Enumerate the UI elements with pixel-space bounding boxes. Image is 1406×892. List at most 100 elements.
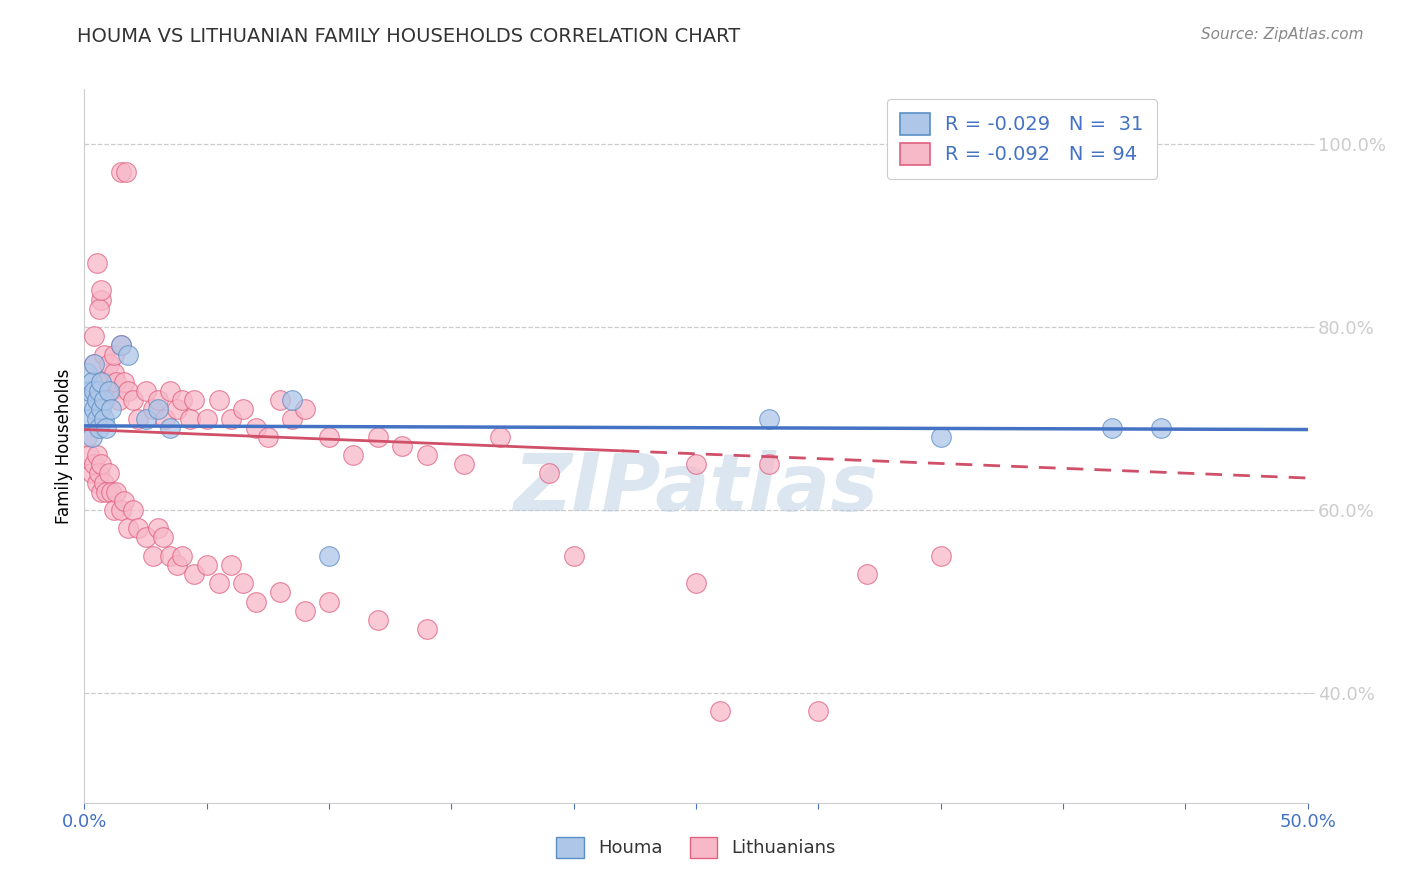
- Legend: Houma, Lithuanians: Houma, Lithuanians: [550, 830, 842, 865]
- Point: [245, 594, 267, 608]
- Point: [152, 531, 174, 545]
- Point: [80, 375, 103, 389]
- Point: [112, 375, 135, 389]
- Point: [142, 549, 165, 563]
- Point: [90, 284, 112, 298]
- Point: [76, 430, 98, 444]
- Point: [166, 402, 188, 417]
- Point: [86, 256, 108, 270]
- Point: [453, 458, 475, 472]
- Point: [115, 164, 138, 178]
- Point: [87, 384, 110, 398]
- Point: [219, 411, 242, 425]
- Point: [127, 521, 149, 535]
- Point: [208, 576, 231, 591]
- Point: [489, 430, 512, 444]
- Point: [208, 393, 231, 408]
- Point: [281, 393, 304, 408]
- Point: [77, 448, 100, 462]
- Point: [166, 558, 188, 572]
- Point: [96, 420, 118, 434]
- Point: [117, 384, 139, 398]
- Point: [80, 467, 103, 481]
- Point: [159, 420, 181, 434]
- Point: [929, 549, 952, 563]
- Point: [391, 439, 413, 453]
- Point: [97, 384, 120, 398]
- Point: [112, 494, 135, 508]
- Point: [107, 393, 129, 408]
- Point: [93, 347, 115, 361]
- Point: [77, 384, 100, 398]
- Point: [342, 448, 364, 462]
- Point: [90, 293, 112, 307]
- Point: [83, 384, 105, 398]
- Point: [929, 430, 952, 444]
- Point: [269, 393, 291, 408]
- Point: [257, 430, 280, 444]
- Point: [195, 558, 218, 572]
- Point: [90, 402, 112, 417]
- Point: [80, 430, 103, 444]
- Point: [97, 467, 120, 481]
- Point: [110, 338, 132, 352]
- Point: [86, 393, 108, 408]
- Point: [709, 704, 731, 718]
- Point: [562, 549, 585, 563]
- Point: [183, 567, 205, 582]
- Point: [87, 467, 110, 481]
- Point: [100, 384, 122, 398]
- Text: HOUMA VS LITHUANIAN FAMILY HOUSEHOLDS CORRELATION CHART: HOUMA VS LITHUANIAN FAMILY HOUSEHOLDS CO…: [77, 27, 741, 45]
- Point: [87, 420, 110, 434]
- Point: [807, 704, 830, 718]
- Point: [281, 411, 304, 425]
- Point: [83, 357, 105, 371]
- Point: [96, 375, 118, 389]
- Point: [179, 411, 201, 425]
- Point: [83, 458, 105, 472]
- Point: [87, 301, 110, 316]
- Point: [110, 338, 132, 352]
- Point: [685, 576, 707, 591]
- Point: [93, 475, 115, 490]
- Point: [146, 521, 169, 535]
- Point: [117, 347, 139, 361]
- Point: [86, 475, 108, 490]
- Point: [93, 375, 115, 389]
- Point: [93, 411, 115, 425]
- Point: [367, 430, 389, 444]
- Point: [110, 503, 132, 517]
- Point: [318, 594, 340, 608]
- Point: [172, 393, 194, 408]
- Point: [90, 375, 112, 389]
- Point: [416, 622, 439, 636]
- Point: [195, 411, 218, 425]
- Point: [318, 549, 340, 563]
- Point: [685, 458, 707, 472]
- Point: [83, 402, 105, 417]
- Point: [232, 402, 254, 417]
- Point: [135, 384, 157, 398]
- Point: [96, 484, 118, 499]
- Point: [172, 549, 194, 563]
- Point: [86, 411, 108, 425]
- Point: [245, 420, 267, 434]
- Point: [103, 347, 125, 361]
- Point: [105, 484, 128, 499]
- Point: [146, 393, 169, 408]
- Point: [135, 411, 157, 425]
- Point: [100, 402, 122, 417]
- Point: [142, 402, 165, 417]
- Point: [1150, 420, 1173, 434]
- Point: [83, 357, 105, 371]
- Point: [90, 458, 112, 472]
- Point: [183, 393, 205, 408]
- Point: [103, 366, 125, 380]
- Point: [269, 585, 291, 599]
- Point: [83, 329, 105, 343]
- Point: [76, 393, 98, 408]
- Point: [103, 503, 125, 517]
- Point: [219, 558, 242, 572]
- Point: [538, 467, 561, 481]
- Point: [146, 402, 169, 417]
